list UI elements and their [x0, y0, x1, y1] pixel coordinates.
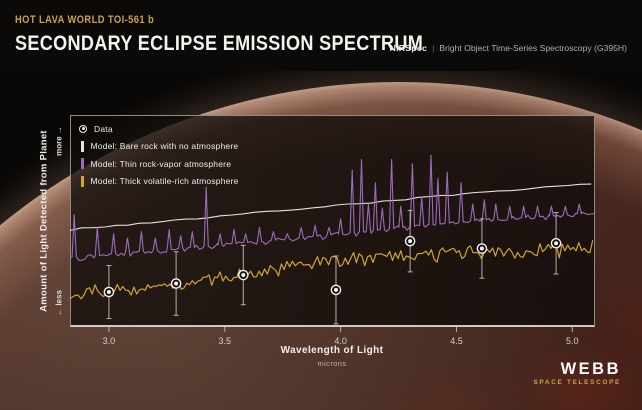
model-line	[69, 154, 595, 261]
legend-item: Model: Bare rock with no atmosphere	[81, 138, 239, 156]
instrument-caption: NIRSpec | Bright Object Time-Series Spectr…	[390, 43, 627, 53]
data-point	[170, 278, 182, 289]
chart-canvas: 3.0 3.5 4.0 4.5 5.0	[69, 154, 595, 346]
x-axis-label: Wavelength of Light	[280, 345, 384, 356]
planet-name-kicker: HOT LAVA WORLD TOI-561 b	[15, 14, 155, 26]
model-line-marker-icon	[81, 175, 84, 187]
x-tick-label: 3.0	[103, 336, 116, 346]
legend-item: Model: Thin rock-vapor atmosphere	[81, 155, 239, 173]
model-line-marker-icon	[81, 158, 84, 170]
data-point	[404, 235, 416, 247]
y-axis-less-annotation: ← less	[54, 290, 64, 316]
x-tick-label: 5.0	[566, 336, 579, 346]
model-line	[69, 240, 594, 300]
data-point	[238, 269, 249, 281]
x-tick-label: 3.5	[219, 336, 232, 346]
legend-item: Model: Thick volatile-rich atmosphere	[81, 173, 239, 191]
header: HOT LAVA WORLD TOI-561 b SECONDARY ECLIP…	[15, 10, 501, 56]
data-point	[550, 237, 562, 249]
chart-legend: Data Model: Bare rock with no atmosphere M…	[79, 120, 239, 191]
instrument-name: NIRSpec	[389, 43, 428, 53]
legend-label: Model: Thick volatile-rich atmosphere	[90, 176, 239, 187]
y-axis-more-annotation: more →	[54, 126, 64, 156]
legend-label: Model: Bare rock with no atmosphere	[90, 141, 239, 152]
legend-label: Data	[94, 123, 113, 134]
x-tick-label: 4.5	[450, 336, 463, 346]
instrument-mode: Bright Object Time-Series Spectroscopy (…	[439, 43, 627, 53]
data-point	[103, 286, 115, 298]
data-point	[476, 243, 488, 254]
x-axis-units-label: microns	[317, 359, 347, 368]
data-point	[330, 284, 342, 296]
legend-label: Model: Thin rock-vapor atmosphere	[90, 158, 232, 169]
data-point-marker-icon	[79, 124, 87, 133]
y-axis-label: Amount of Light Detected from Planet	[38, 130, 50, 312]
webb-logo: WEBB SPACE TELESCOPE	[533, 360, 621, 386]
legend-item: Data	[79, 120, 239, 138]
x-tick-label: 4.0	[334, 336, 347, 346]
model-line-marker-icon	[81, 140, 84, 152]
caption-divider: |	[432, 43, 435, 53]
model-line	[69, 183, 592, 232]
webb-logo-name: WEBB	[560, 360, 621, 378]
page-title: SECONDARY ECLIPSE EMISSION SPECTRUM	[15, 31, 424, 55]
spectrum-chart: 3.0 3.5 4.0 4.5 5.0 Data Model: Bare rock wit…	[69, 115, 595, 346]
header-band	[0, 0, 642, 71]
webb-logo-subtitle: SPACE TELESCOPE	[533, 379, 621, 386]
